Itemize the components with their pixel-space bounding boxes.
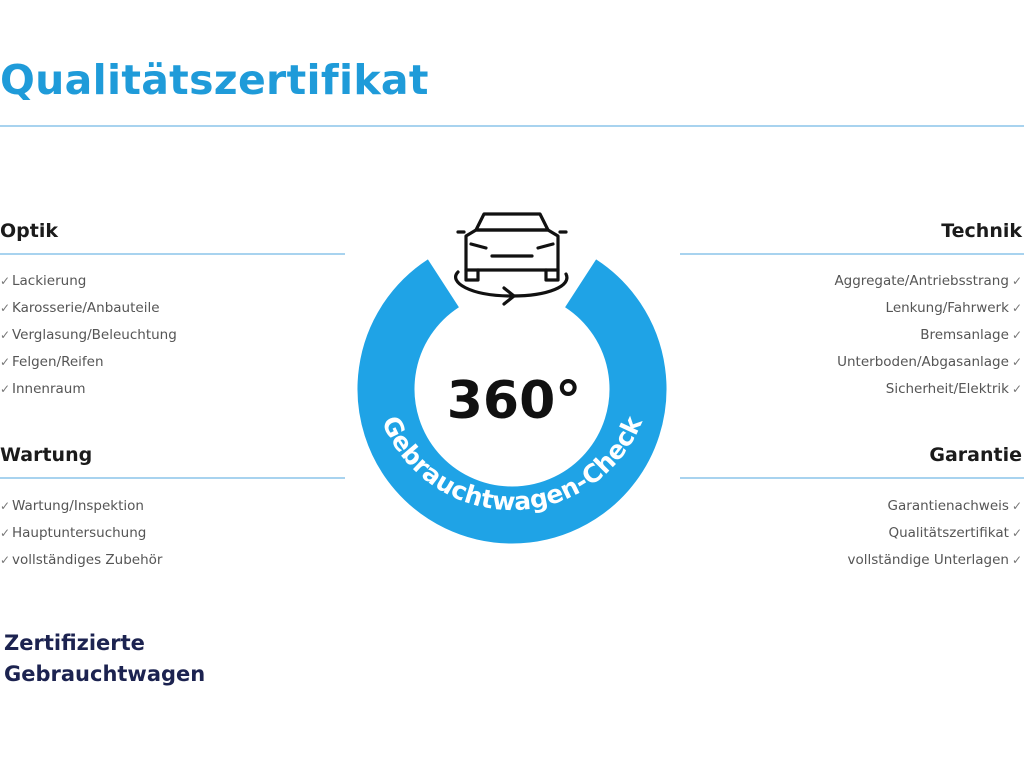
list-item: Aggregate/Antriebsstrang ✓ [834,273,1022,289]
check-icon: ✓ [1011,382,1022,396]
check-icon: ✓ [0,526,11,540]
check-icon: ✓ [1011,328,1022,342]
check-icon: ✓ [0,553,11,567]
list-item: Qualitätszertifikat ✓ [888,525,1022,541]
badge-ring [357,259,667,544]
list-item: ✓ Lackierung [0,268,177,295]
list-item: vollständige Unterlagen ✓ [847,552,1023,568]
section-heading-technik: Technik [941,220,1022,242]
check-icon: ✓ [1011,526,1022,540]
check-icon: ✓ [1011,274,1022,288]
list-item: ✓ Felgen/Reifen [0,349,177,376]
list-item: ✓ Karosserie/Anbauteile [0,295,177,322]
check-icon: ✓ [0,382,11,396]
check-icon: ✓ [0,301,11,315]
wartung-list: ✓ Wartung/Inspektion ✓ Hauptuntersuchung ✓… [0,493,162,574]
check-icon: ✓ [1011,355,1022,369]
brand-label: Zertifizierte Gebrauchtwagen [4,631,206,686]
check-icon: ✓ [0,355,11,369]
section-heading-garantie: Garantie [929,444,1022,466]
list-item: ✓ Verglasung/Beleuchtung [0,322,177,349]
title-divider [0,125,1024,127]
car-360-icon [454,212,569,306]
list-item: Sicherheit/Elektrik ✓ [885,381,1022,397]
check-icon: ✓ [0,499,11,513]
list-item: ✓ Wartung/Inspektion [0,493,162,520]
check-icon: ✓ [1011,499,1022,513]
technik-list: Aggregate/Antriebsstrang ✓ Lenkung/Fahrwe… [834,268,1022,403]
check-icon: ✓ [0,274,11,288]
list-item: ✓ Hauptuntersuchung [0,520,162,547]
list-item: Bremsanlage ✓ [920,327,1022,343]
check-icon: ✓ [0,328,11,342]
garantie-divider [680,477,1024,479]
list-item: Unterboden/Abgasanlage ✓ [837,354,1022,370]
check-icon: ✓ [1011,553,1022,567]
optik-list: ✓ Lackierung ✓ Karosserie/Anbauteile ✓ Verg… [0,268,177,403]
list-item: ✓ vollständiges Zubehör [0,547,162,574]
optik-divider [0,253,345,255]
section-heading-wartung: Wartung [0,444,93,466]
garantie-list: Garantienachweis ✓ Qualitätszertifikat ✓ v… [848,493,1023,574]
technik-divider [680,253,1024,255]
list-item: Garantienachweis ✓ [887,498,1022,514]
check-icon: ✓ [1011,301,1022,315]
section-heading-optik: Optik [0,220,58,242]
wartung-divider [0,477,345,479]
list-item: ✓ Innenraum [0,376,177,403]
list-item: Lenkung/Fahrwerk ✓ [885,300,1022,316]
badge-number: 360° [447,371,582,431]
page-title: Qualitätszertifikat [0,56,429,104]
